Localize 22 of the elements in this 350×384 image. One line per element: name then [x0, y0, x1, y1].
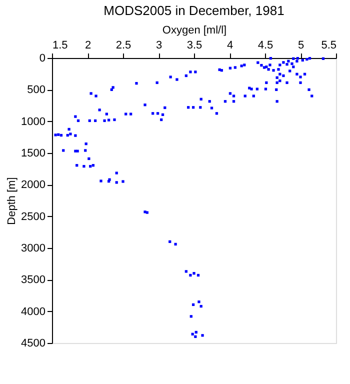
- x-tick-label: 4.5: [258, 40, 274, 52]
- y-tick-label: 3500: [21, 274, 46, 286]
- y-tick-label: 1000: [21, 116, 46, 128]
- x-tick-label: 4: [226, 40, 234, 52]
- y-axis-title: Depth [m]: [6, 177, 18, 225]
- y-tick-label: 3000: [21, 242, 46, 254]
- y-tick-label: 500: [27, 84, 46, 96]
- y-tick-label: 4500: [21, 338, 46, 350]
- y-tick-label: 1500: [21, 148, 46, 160]
- y-tick-label: 2000: [21, 179, 46, 192]
- x-tick-label: 2: [84, 40, 92, 52]
- x-tick-label: 5: [298, 40, 304, 52]
- y-tick-label: 4000: [21, 306, 46, 318]
- x-tick-label: 1.5: [52, 40, 68, 52]
- chart-title: MODS2005 in December, 1981: [104, 3, 284, 18]
- x-tick-label: 3.5: [186, 40, 202, 52]
- y-tick-label: 2500: [21, 210, 46, 223]
- x-tick-label: 2.5: [116, 40, 132, 52]
- x-tick-label: 3: [156, 40, 162, 52]
- x-tick-label: 5.5: [321, 40, 336, 52]
- x-axis-title: Oxygen [ml/l]: [162, 24, 227, 36]
- y-tick-label: 0: [39, 52, 46, 64]
